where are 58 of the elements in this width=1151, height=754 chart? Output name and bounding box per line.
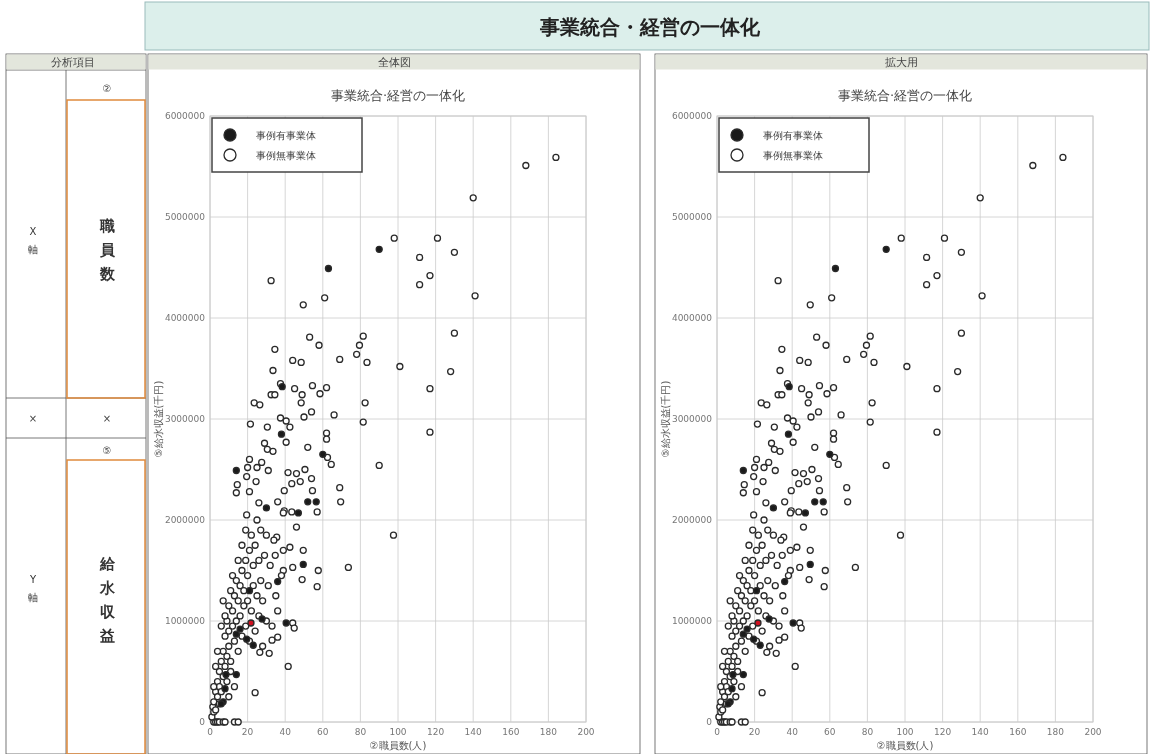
x-tick-label: 200	[577, 727, 595, 737]
x-tick-label: 40	[279, 727, 292, 737]
y-tick-label: 4000000	[671, 313, 713, 324]
text: ⑤	[102, 444, 112, 456]
y-tick-label: 0	[199, 717, 206, 728]
y-tick-label: 3000000	[671, 414, 713, 425]
y-tick-label: 1000000	[164, 616, 206, 627]
text: ×	[28, 412, 38, 424]
x-tick-label: 80	[861, 727, 874, 737]
x-tick-label: 20	[241, 727, 254, 737]
x-tick-label: 80	[354, 727, 367, 737]
chart-title: 事業統合·経営の一体化	[837, 88, 973, 103]
legend-label: 事例有事業体	[763, 129, 823, 141]
text: ②	[102, 82, 112, 94]
chart-subtitle: 全体図	[377, 55, 411, 69]
text: 給水収益	[98, 555, 116, 646]
y-axis-title: ⑤給水収益(千円)	[152, 380, 164, 458]
x-tick-label: 120	[427, 727, 445, 737]
x-tick-label: 140	[464, 727, 483, 737]
text: 職員数	[98, 217, 116, 284]
x-tick-label: 180	[539, 727, 558, 737]
text: Y軸	[28, 573, 38, 603]
x-axis-title: ②職員数(人)	[876, 740, 934, 751]
x-tick-label: 60	[824, 727, 836, 737]
text: 事業統合・経営の一体化	[539, 14, 761, 39]
y-tick-label: 3000000	[164, 414, 206, 425]
y-tick-label: 5000000	[164, 212, 206, 223]
x-axis-title: ②職員数(人)	[369, 740, 427, 751]
y-tick-label: 6000000	[671, 111, 713, 122]
text: X軸	[28, 225, 38, 255]
x-tick-label: 120	[934, 727, 952, 737]
y-tick-label: 1000000	[671, 616, 713, 627]
x-tick-label: 160	[1009, 727, 1027, 737]
chart-subtitle: 拡大用	[884, 55, 918, 69]
y-tick-label: 0	[706, 717, 713, 728]
x-tick-label: 200	[1084, 727, 1102, 737]
y-axis-title: ⑤給水収益(千円)	[659, 380, 671, 458]
legend-label: 事例無事業体	[256, 149, 316, 161]
x-tick-label: 0	[207, 727, 214, 737]
y-tick-label: 5000000	[671, 212, 713, 223]
y-tick-label: 2000000	[164, 515, 206, 526]
x-tick-label: 160	[502, 727, 520, 737]
x-tick-label: 20	[748, 727, 761, 737]
y-tick-label: 2000000	[671, 515, 713, 526]
legend-label: 事例無事業体	[763, 149, 823, 161]
chart-title: 事業統合·経営の一体化	[330, 88, 466, 103]
y-tick-label: 4000000	[164, 313, 206, 324]
x-tick-label: 140	[971, 727, 990, 737]
legend-label: 事例有事業体	[256, 129, 316, 141]
x-tick-label: 60	[317, 727, 329, 737]
x-tick-label: 40	[786, 727, 799, 737]
x-tick-label: 100	[896, 727, 914, 737]
x-tick-label: 0	[714, 727, 721, 737]
x-tick-label: 180	[1046, 727, 1065, 737]
x-tick-label: 100	[389, 727, 407, 737]
y-tick-label: 6000000	[164, 111, 206, 122]
text: ×	[102, 412, 112, 424]
text: 分析項目	[51, 55, 95, 69]
